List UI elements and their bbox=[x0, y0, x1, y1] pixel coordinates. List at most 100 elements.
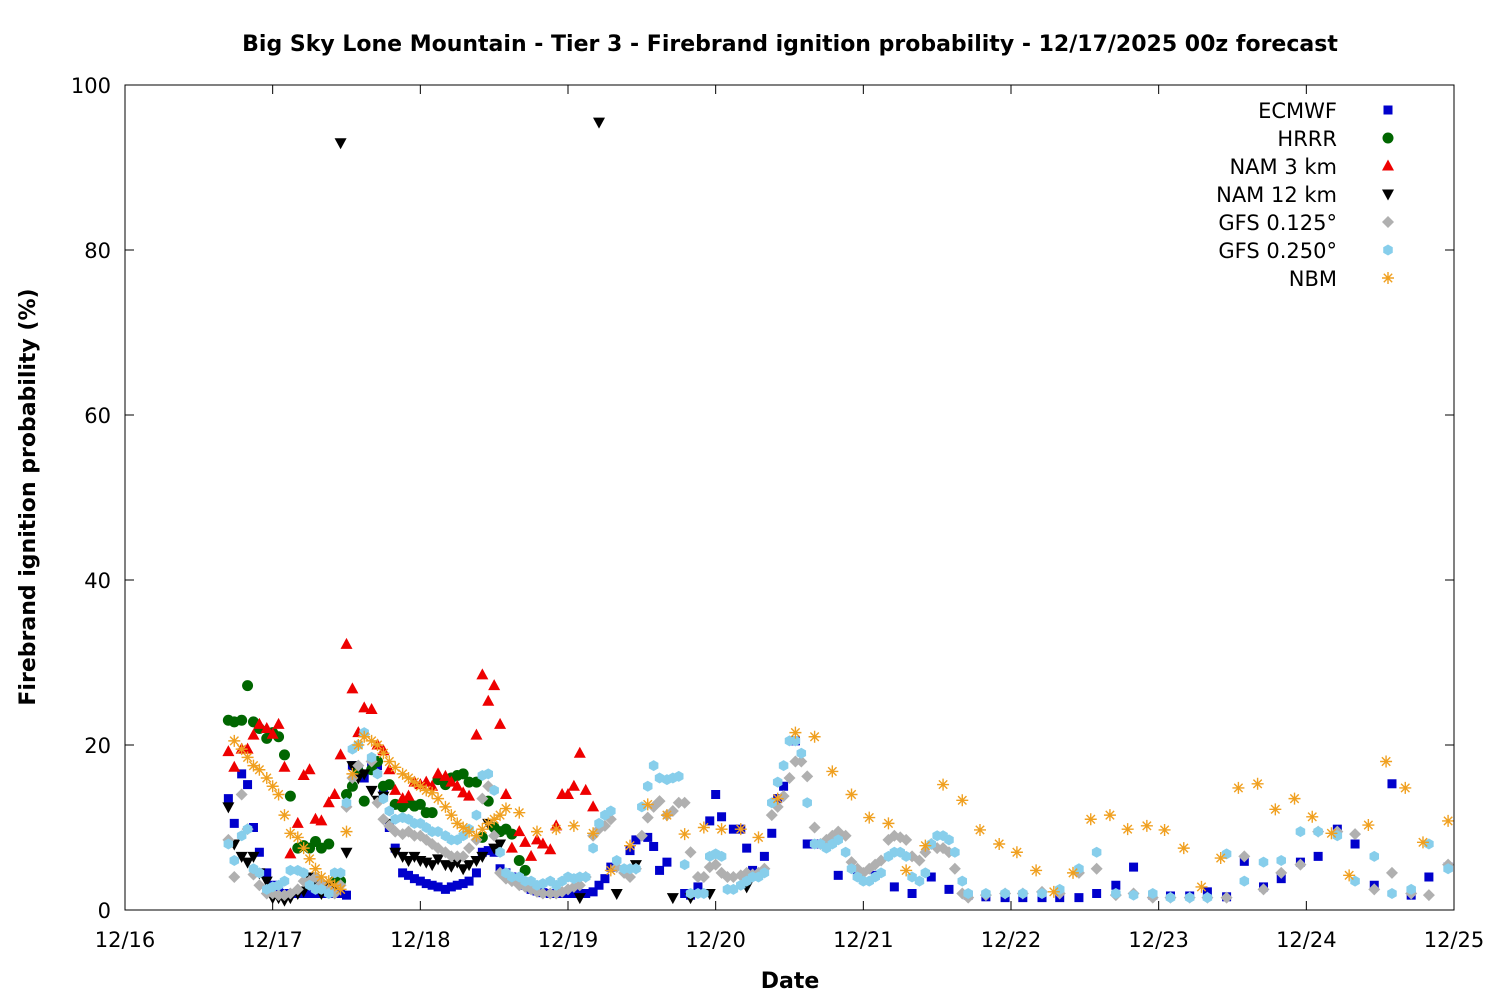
data-point bbox=[291, 883, 304, 896]
data-point bbox=[228, 871, 241, 883]
data-point bbox=[358, 769, 371, 781]
x-tick-label: 12/25 bbox=[1424, 928, 1485, 952]
data-point bbox=[1251, 777, 1264, 790]
data-point bbox=[1295, 826, 1306, 838]
data-point bbox=[433, 882, 443, 892]
data-point bbox=[653, 795, 666, 808]
data-point bbox=[709, 858, 722, 871]
data-point bbox=[699, 888, 709, 899]
data-point bbox=[254, 847, 264, 857]
data-point bbox=[260, 876, 273, 888]
data-point bbox=[494, 839, 507, 851]
x-tick-label: 12/22 bbox=[981, 928, 1042, 952]
x-tick-label: 12/17 bbox=[242, 928, 303, 952]
data-point bbox=[297, 842, 310, 855]
data-point bbox=[1362, 819, 1375, 832]
data-point bbox=[489, 784, 499, 796]
data-point bbox=[845, 788, 858, 801]
data-point bbox=[223, 794, 233, 804]
data-point bbox=[1416, 836, 1429, 849]
data-point bbox=[315, 871, 328, 883]
data-point bbox=[445, 809, 458, 822]
data-point bbox=[372, 768, 383, 780]
data-point bbox=[840, 846, 851, 858]
data-point bbox=[463, 825, 476, 838]
data-point bbox=[266, 727, 279, 739]
data-point bbox=[1350, 839, 1360, 849]
data-point bbox=[248, 823, 258, 832]
data-point bbox=[538, 878, 548, 890]
data-point bbox=[772, 776, 783, 788]
data-point bbox=[366, 751, 377, 763]
data-point bbox=[973, 823, 986, 836]
data-point bbox=[587, 827, 600, 840]
data-point bbox=[685, 888, 696, 899]
data-point bbox=[457, 821, 470, 834]
data-point bbox=[324, 888, 334, 899]
data-point bbox=[243, 780, 253, 790]
data-point bbox=[260, 722, 273, 733]
data-point bbox=[427, 880, 437, 890]
data-point bbox=[383, 755, 396, 768]
data-point bbox=[907, 889, 917, 898]
data-point bbox=[728, 824, 738, 834]
data-point bbox=[389, 783, 402, 795]
data-point bbox=[519, 864, 531, 876]
data-point bbox=[305, 889, 315, 898]
data-point bbox=[697, 821, 710, 834]
data-point bbox=[284, 790, 296, 802]
data-point bbox=[358, 701, 371, 713]
data-point bbox=[1288, 792, 1301, 805]
data-point bbox=[666, 805, 679, 817]
data-point bbox=[544, 843, 557, 855]
data-point bbox=[919, 839, 932, 852]
data-point bbox=[1343, 869, 1356, 882]
data-point bbox=[458, 879, 468, 889]
data-point bbox=[451, 779, 464, 791]
data-point bbox=[309, 862, 322, 875]
data-point bbox=[1214, 852, 1227, 865]
data-point bbox=[802, 839, 812, 849]
data-point bbox=[1385, 866, 1398, 879]
data-point bbox=[900, 833, 913, 846]
y-tick-label: 20 bbox=[84, 734, 111, 758]
data-point bbox=[581, 889, 591, 898]
data-point bbox=[981, 888, 991, 899]
data-point bbox=[482, 694, 495, 706]
data-point bbox=[303, 763, 316, 775]
data-point bbox=[913, 854, 926, 867]
legend-label: GFS 0.250° bbox=[1218, 239, 1337, 263]
data-point bbox=[1221, 848, 1232, 860]
data-point bbox=[600, 874, 610, 884]
data-point bbox=[993, 838, 1006, 850]
data-point bbox=[432, 854, 445, 866]
data-point bbox=[346, 767, 359, 780]
data-point bbox=[488, 829, 501, 842]
data-point bbox=[409, 874, 419, 884]
data-point bbox=[476, 851, 489, 863]
data-point bbox=[802, 797, 812, 809]
data-point bbox=[579, 783, 592, 795]
data-point bbox=[451, 857, 464, 869]
data-point bbox=[488, 843, 501, 855]
data-point bbox=[759, 851, 769, 861]
data-point bbox=[525, 849, 538, 861]
data-point bbox=[315, 814, 328, 826]
data-point bbox=[334, 748, 347, 760]
legend-label: GFS 0.125° bbox=[1218, 211, 1337, 235]
data-point bbox=[323, 838, 335, 850]
legend-label: NAM 3 km bbox=[1229, 155, 1337, 179]
data-point bbox=[284, 847, 297, 859]
data-point bbox=[642, 780, 653, 792]
data-point bbox=[716, 850, 727, 862]
data-point bbox=[235, 851, 248, 863]
data-point bbox=[433, 826, 443, 838]
x-tick-label: 12/23 bbox=[1128, 928, 1189, 952]
series-2 bbox=[222, 637, 600, 861]
data-point bbox=[1220, 891, 1233, 904]
data-point bbox=[341, 797, 352, 809]
data-point bbox=[648, 760, 659, 772]
y-tick-label: 0 bbox=[98, 899, 111, 923]
data-point bbox=[654, 772, 665, 784]
data-point bbox=[1103, 809, 1116, 822]
